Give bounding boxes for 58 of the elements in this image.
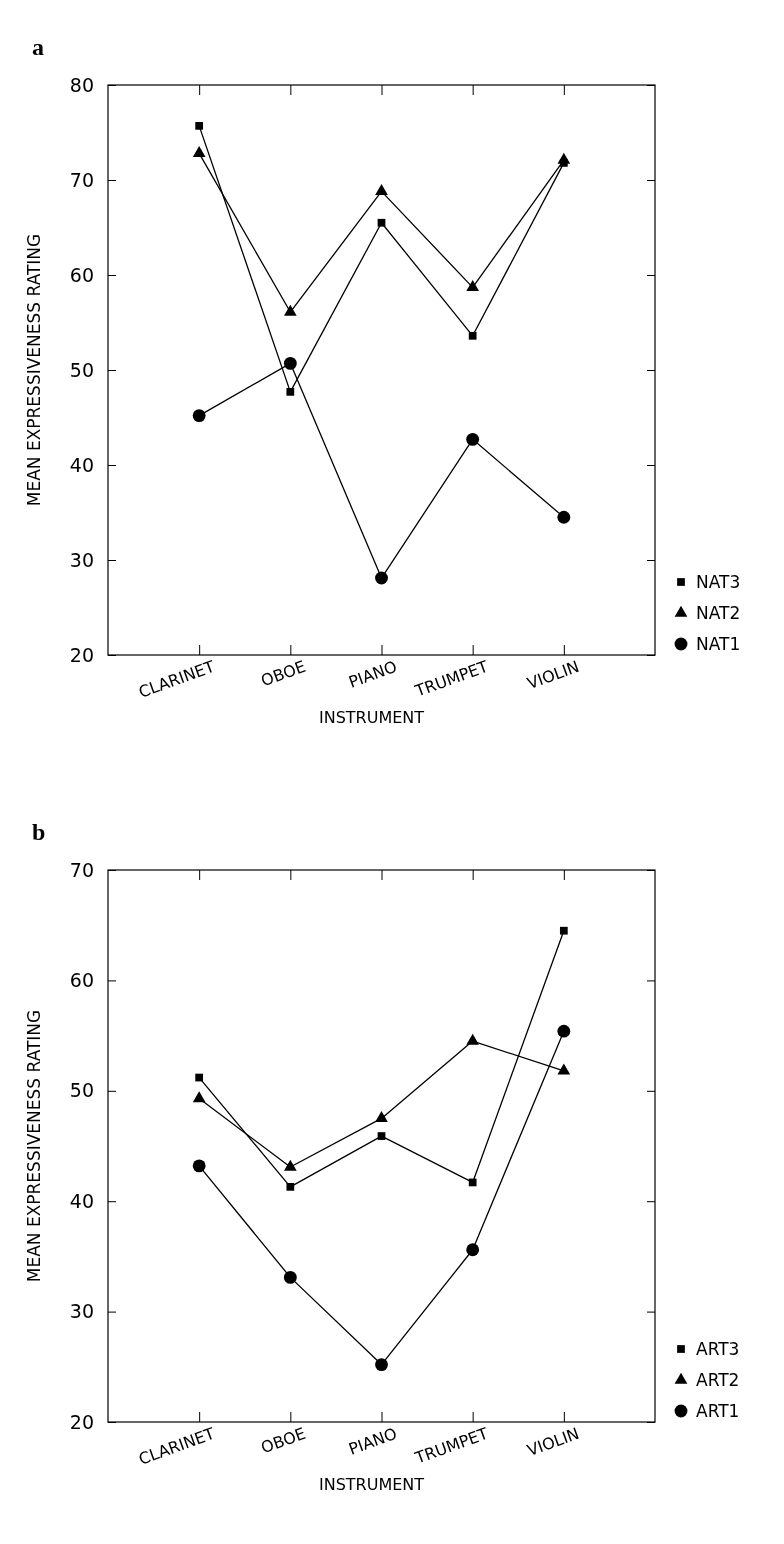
point: [377, 218, 386, 227]
x-tick-label: PIANO: [346, 1423, 400, 1459]
point: [466, 280, 480, 292]
legend-label: ART1: [696, 1401, 740, 1421]
point: [557, 1024, 571, 1038]
point: [192, 1159, 206, 1173]
point: [557, 510, 571, 524]
point: [192, 409, 206, 423]
point: [286, 1182, 295, 1191]
point: [557, 1063, 571, 1075]
point: [283, 1270, 297, 1284]
point: [192, 146, 206, 158]
point: [559, 159, 568, 167]
y-tick-label: 40: [69, 453, 94, 476]
legend-label: ART2: [696, 1370, 740, 1390]
point: [466, 432, 480, 446]
point: [286, 387, 295, 396]
y-tick-label: 30: [69, 548, 94, 571]
legend-label: NAT1: [696, 634, 741, 654]
point: [468, 1178, 477, 1187]
x-axis-title: INSTRUMENT: [318, 1475, 425, 1494]
y-tick-label: 70: [69, 858, 94, 881]
point: [375, 571, 388, 585]
x-tick-label: PIANO: [346, 656, 400, 692]
y-tick-label: 60: [69, 263, 94, 286]
point: [375, 1358, 388, 1372]
point: [192, 1091, 206, 1103]
y-tick-label: 20: [69, 1410, 94, 1433]
y-tick-label: 30: [69, 1300, 94, 1323]
chart-title: a: [32, 34, 44, 60]
y-axis-title: MEAN EXPRESSIVENESS RATING: [24, 233, 44, 507]
legend-label: ART3: [696, 1339, 740, 1359]
point: [283, 356, 297, 370]
point: [195, 121, 204, 130]
x-axis-title: INSTRUMENT: [318, 708, 425, 727]
point: [466, 1033, 480, 1045]
y-tick-label: 70: [69, 168, 94, 191]
legend-label: NAT2: [696, 603, 741, 623]
x-tick-label: OBOE: [258, 656, 309, 691]
point: [283, 1159, 297, 1171]
y-tick-label: 80: [69, 73, 94, 96]
point: [375, 184, 388, 196]
point: [375, 1111, 388, 1123]
point: [466, 1243, 480, 1257]
y-tick-label: 60: [69, 968, 94, 991]
chart-title: b: [32, 819, 46, 845]
legend-label: NAT3: [696, 572, 741, 592]
y-axis-title: MEAN EXPRESSIVENESS RATING: [24, 1009, 44, 1283]
y-tick-label: 20: [69, 643, 94, 666]
y-tick-label: 40: [69, 1189, 94, 1212]
point: [468, 331, 477, 340]
point: [377, 1132, 386, 1140]
x-tick-label: OBOE: [258, 1423, 309, 1458]
point: [195, 1073, 204, 1082]
point: [283, 304, 297, 316]
y-tick-label: 50: [69, 1079, 94, 1102]
point: [559, 926, 568, 935]
y-tick-label: 50: [69, 358, 94, 381]
